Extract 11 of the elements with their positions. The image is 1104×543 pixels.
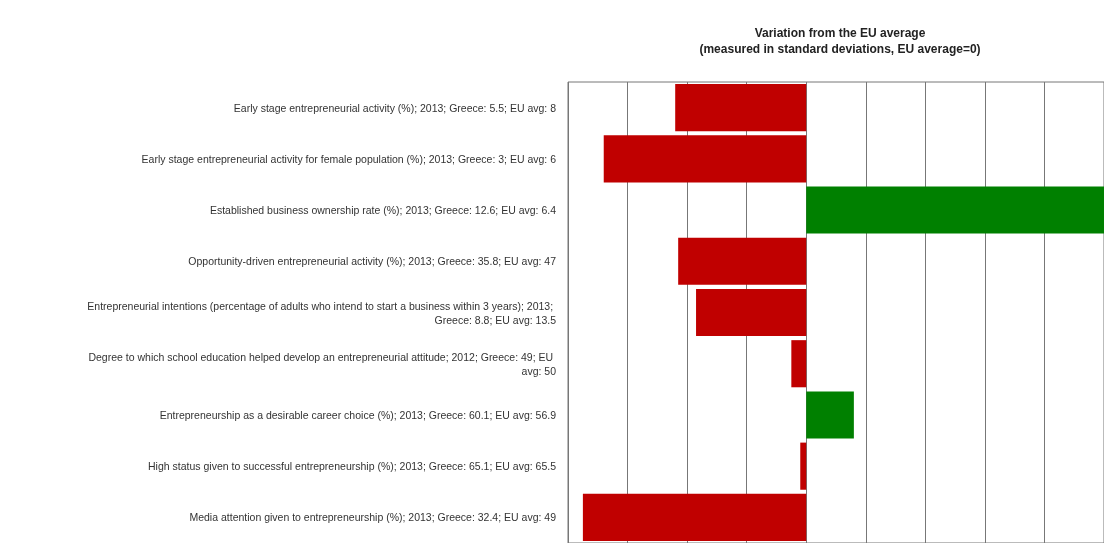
y-tick-label: Established business ownership rate (%); 2013; Greece: 12.6; EU avg: 6.4 (209, 204, 557, 217)
y-tick-label: Opportunity-driven entrepreneurial activity (%); 2013; Greece: 35.8; EU avg: 47 (188, 255, 557, 268)
chart-subtitle: (measured in standard deviations, EU average=0) (699, 42, 981, 56)
chart-title: Variation from the EU average (754, 26, 926, 40)
y-tick-label: Early stage entrepreneurial activity (%); 2013; Greece: 5.5; EU avg: 8 (233, 101, 557, 114)
y-tick-label: Degree to which school education helped develop an entrepreneurial attitude; 2012; Greece: 49; EU avg: 50 (88, 350, 557, 377)
y-tick-label: Entrepreneurial intentions (percentage of adults who intend to start a business within 3 years); 2013; Greece: 8.8; EU avg: 13.5 (87, 299, 557, 326)
y-tick-label: Media attention given to entrepreneurship (%); 2013; Greece: 32.4; EU avg: 49 (189, 511, 557, 524)
y-tick-label: Entrepreneurship as a desirable career choice (%); 2013; Greece: 60.1; EU avg: 56.9 (159, 408, 557, 421)
y-tick-label: Early stage entrepreneurial activity for female population (%); 2013; Greece: 3; EU avg: 6 (141, 152, 557, 165)
y-tick-label: High status given to successful entrepreneurship (%); 2013; Greece: 65.1; EU avg: 65.5 (148, 460, 557, 473)
